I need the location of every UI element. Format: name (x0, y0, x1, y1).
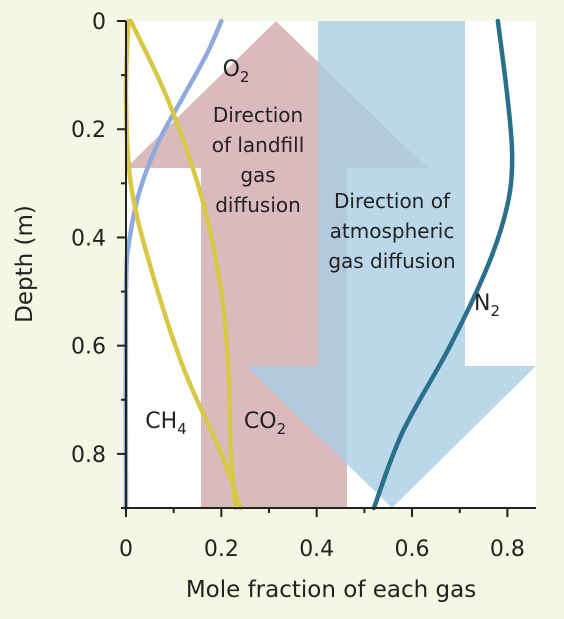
axes (125, 21, 536, 509)
x-tick-label: 0.6 (395, 537, 430, 562)
annotation-atmospheric-line: atmospheric (330, 219, 455, 243)
annotation-landfill-line: diffusion (215, 193, 301, 217)
series-label-n2: N2 (474, 291, 500, 320)
x-tick-label: 0.2 (204, 537, 239, 562)
y-tick-label: 0 (92, 10, 106, 35)
annotation-landfill-line: Direction (213, 103, 303, 127)
y-tick-label: 0.8 (71, 443, 106, 468)
y-tick-label: 0.4 (71, 226, 106, 251)
y-axis-ticks: 0 0.2 0.4 0.6 0.8 (71, 10, 126, 509)
annotation-atmospheric-line: Direction of (334, 189, 451, 213)
series-n2-line (371, 18, 515, 511)
series-co2-line (128, 18, 238, 511)
series-label-co2: CO2 (244, 409, 286, 438)
series-label-o2: O2 (223, 57, 250, 86)
x-axis-ticks: 0 0.2 0.4 0.6 0.8 (119, 508, 525, 562)
x-tick-label: 0.4 (299, 537, 334, 562)
annotation-atmospheric-line: gas diffusion (328, 249, 455, 273)
y-tick-label: 0.2 (71, 118, 106, 143)
annotation-landfill-line: of landfill (212, 133, 305, 157)
y-axis-label: Depth (m) (12, 205, 38, 323)
atmospheric-diffusion-arrow (246, 21, 536, 508)
x-tick-label: 0.8 (490, 537, 525, 562)
landfill-diffusion-annotation: Direction of landfill gas diffusion (212, 103, 305, 217)
x-tick-label: 0 (119, 537, 133, 562)
series-label-ch4: CH4 (145, 409, 186, 438)
series-labels: O2 CH4 CO2 N2 (145, 57, 500, 438)
y-tick-label: 0.6 (71, 335, 106, 360)
atmospheric-diffusion-annotation: Direction of atmospheric gas diffusion (328, 189, 455, 273)
annotation-landfill-line: gas (240, 163, 275, 187)
x-axis-label: Mole fraction of each gas (186, 577, 476, 603)
